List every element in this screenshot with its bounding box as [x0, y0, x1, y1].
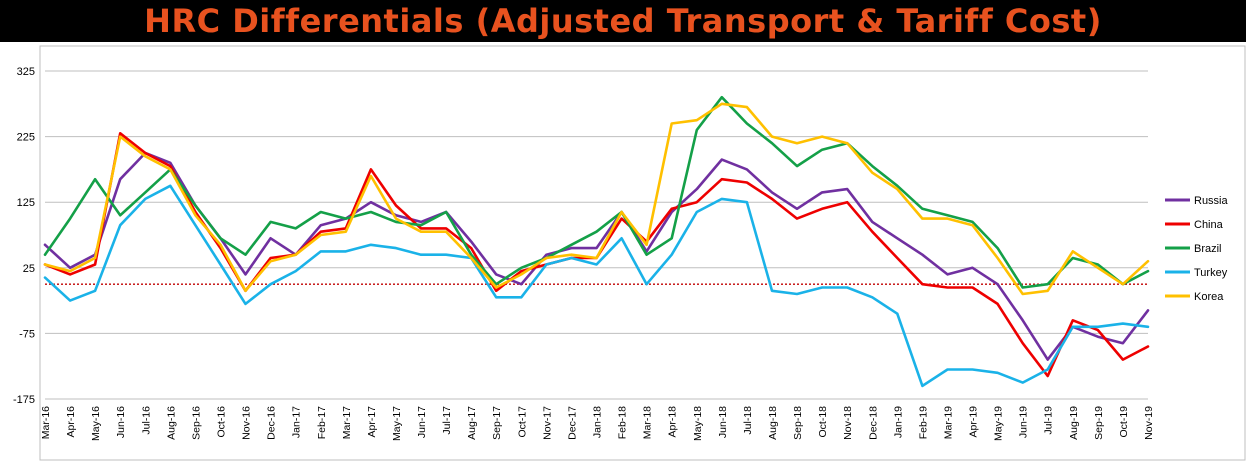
x-tick-label: Apr-18 — [667, 406, 679, 438]
x-tick-label: Nov-16 — [241, 406, 253, 440]
x-tick-label: Sep-19 — [1093, 406, 1105, 440]
x-tick-label: Feb-19 — [917, 406, 929, 439]
x-tick-label: Jul-17 — [441, 406, 453, 435]
x-tick-label: Jan-19 — [892, 406, 904, 438]
chart-title: HRC Differentials (Adjusted Transport & … — [144, 2, 1102, 40]
x-tick-labels: Mar-16 Apr-16 May-16 Jun-16 Jul-16 Aug-16 Sep-… — [40, 406, 1155, 441]
x-tick-label: Jan-18 — [592, 406, 604, 438]
legend-label-korea: Korea — [1194, 291, 1224, 303]
x-tick-label: Aug-18 — [767, 406, 779, 440]
y-tick-label: 25 — [23, 263, 35, 275]
x-tick-label: Aug-17 — [466, 406, 478, 440]
series-line-turkey — [43, 184, 1150, 388]
legend-label-brazil: Brazil — [1194, 243, 1222, 255]
y-tick-label: 225 — [17, 132, 35, 144]
x-tick-label: Jan-17 — [291, 406, 303, 438]
title-bar — [0, 0, 1246, 42]
x-tick-label: Sep-18 — [792, 406, 804, 440]
x-tick-label: Oct-18 — [817, 406, 829, 438]
x-tick-label: Jun-16 — [115, 406, 127, 438]
legend: Russia China Brazil Turkey Korea — [1165, 195, 1229, 303]
y-tick-label: 325 — [17, 66, 35, 78]
series-line-russia — [43, 151, 1150, 361]
x-tick-label: Dec-16 — [266, 406, 278, 440]
y-tick-label: -175 — [13, 394, 35, 406]
x-tick-label: Aug-19 — [1068, 406, 1080, 440]
x-tick-label: Jul-16 — [140, 406, 152, 435]
series-line-korea — [43, 102, 1150, 296]
x-tick-label: Jul-18 — [742, 406, 754, 435]
x-tick-label: Jun-19 — [1018, 406, 1030, 438]
x-tick-label: Mar-18 — [642, 406, 654, 439]
legend-label-russia: Russia — [1194, 195, 1229, 207]
x-tick-label: May-16 — [90, 406, 102, 441]
x-tick-label: May-17 — [391, 406, 403, 441]
grid-layer — [45, 70, 1148, 400]
x-tick-label: Mar-17 — [341, 406, 353, 439]
x-tick-label: Nov-19 — [1143, 406, 1155, 440]
x-tick-label: Sep-17 — [491, 406, 503, 440]
x-tick-label: Mar-16 — [40, 406, 52, 439]
legend-label-china: China — [1194, 219, 1224, 231]
x-tick-label: Dec-17 — [566, 406, 578, 440]
legend-label-turkey: Turkey — [1194, 267, 1228, 279]
x-tick-label: Jun-17 — [416, 406, 428, 438]
x-tick-label: Feb-17 — [316, 406, 328, 439]
x-tick-label: Sep-16 — [190, 406, 202, 440]
chart: 325 225 125 25 -75 -175 Mar-16 Apr-16 May-16 Jun… — [13, 45, 1246, 461]
x-tick-label: Mar-19 — [942, 406, 954, 439]
plot-frame — [39, 45, 1246, 461]
x-tick-label: Apr-17 — [366, 406, 378, 438]
x-tick-label: Dec-18 — [867, 406, 879, 440]
x-tick-label: Nov-18 — [842, 406, 854, 440]
x-tick-label: May-18 — [692, 406, 704, 441]
y-tick-label: -75 — [19, 328, 35, 340]
y-tick-label: 125 — [17, 197, 35, 209]
x-tick-label: Oct-19 — [1118, 406, 1130, 438]
x-tick-label: Oct-17 — [516, 406, 528, 438]
x-tick-label: May-19 — [993, 406, 1005, 441]
x-tick-label: Jul-19 — [1043, 406, 1055, 435]
x-tick-label: Jun-18 — [717, 406, 729, 438]
y-tick-labels: 325 225 125 25 -75 -175 — [13, 66, 35, 406]
x-tick-label: Aug-16 — [165, 406, 177, 440]
x-tick-label: Feb-18 — [617, 406, 629, 439]
x-tick-label: Nov-17 — [541, 406, 553, 440]
series-layer — [43, 95, 1150, 388]
x-tick-label: Oct-16 — [215, 406, 227, 438]
x-tick-label: Apr-19 — [968, 406, 980, 438]
x-tick-label: Apr-16 — [65, 406, 77, 438]
series-line-brazil — [43, 95, 1150, 289]
